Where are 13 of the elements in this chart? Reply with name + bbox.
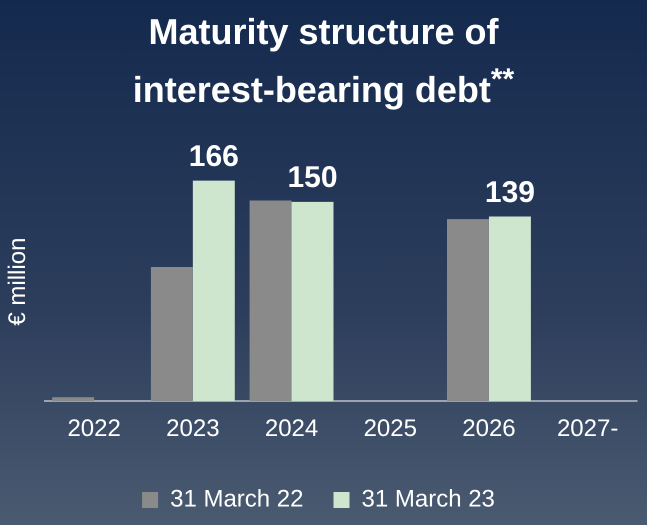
x-tick-label: 2026 — [462, 415, 516, 442]
legend-label: 31 March 22 — [170, 486, 304, 513]
data-label: 150 — [287, 161, 338, 194]
x-tick-label: 2025 — [364, 415, 417, 442]
chart-title: Maturity structure of interest-bearing debt$^{**}$ — [132, 10, 516, 112]
x-tick-label: 2023 — [166, 415, 220, 442]
legend-label: 31 March 23 — [362, 486, 495, 513]
x-tick-label: 2022 — [67, 415, 121, 442]
y-axis-title: € million — [4, 238, 32, 326]
data-label: 139 — [484, 176, 535, 209]
x-tick-label: 2027- — [556, 415, 618, 442]
x-tick-label: 2024 — [264, 415, 318, 442]
data-label: 166 — [188, 140, 239, 173]
